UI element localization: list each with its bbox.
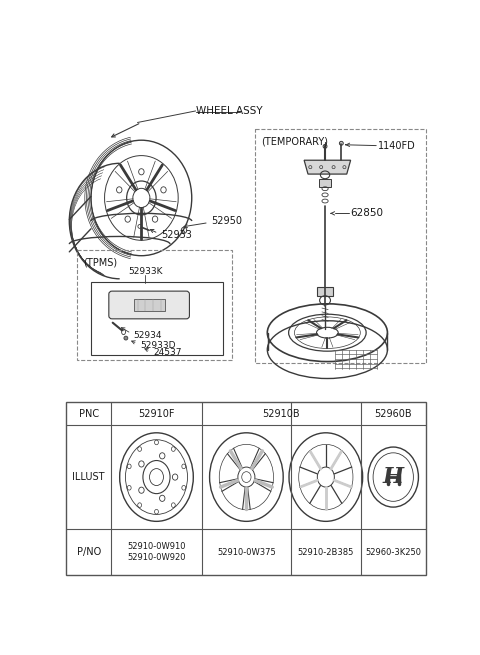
Text: 62850: 62850: [350, 208, 384, 218]
Bar: [255, 128, 426, 364]
Bar: [66, 402, 426, 575]
Text: H: H: [383, 466, 404, 488]
Text: 52960-3K250: 52960-3K250: [365, 548, 421, 557]
Text: P/NO: P/NO: [76, 547, 101, 557]
Bar: [319, 179, 331, 187]
Text: 52933K: 52933K: [128, 267, 163, 276]
FancyBboxPatch shape: [109, 291, 190, 319]
Text: 52933D: 52933D: [140, 341, 175, 350]
Text: 52910-0W375: 52910-0W375: [217, 548, 276, 557]
Text: 52960B: 52960B: [374, 409, 412, 419]
Text: (TPMS): (TPMS): [83, 257, 118, 267]
Bar: [317, 286, 333, 296]
Text: 52934: 52934: [133, 331, 162, 341]
Text: 24537: 24537: [153, 348, 181, 357]
Ellipse shape: [339, 141, 343, 145]
Text: 52933: 52933: [161, 230, 192, 240]
Text: 1140FD: 1140FD: [378, 141, 416, 151]
Text: 52910B: 52910B: [263, 409, 300, 419]
Text: 52910-0W910
52910-0W920: 52910-0W910 52910-0W920: [127, 542, 186, 562]
Bar: [133, 299, 165, 311]
Bar: [91, 282, 223, 355]
Text: 52950: 52950: [211, 216, 242, 226]
Text: 52910F: 52910F: [138, 409, 175, 419]
Ellipse shape: [124, 336, 128, 340]
Ellipse shape: [323, 145, 327, 148]
Text: (TEMPORARY): (TEMPORARY): [262, 136, 328, 146]
Text: WHEEL ASSY: WHEEL ASSY: [196, 106, 262, 116]
Bar: [77, 250, 232, 360]
Text: PNC: PNC: [79, 409, 99, 419]
Text: 52910-2B385: 52910-2B385: [298, 548, 354, 557]
Text: ILLUST: ILLUST: [72, 472, 105, 482]
Polygon shape: [304, 160, 350, 174]
